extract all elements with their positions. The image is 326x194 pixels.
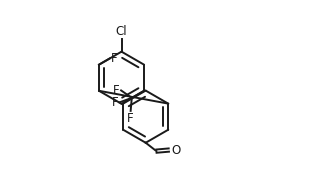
Text: O: O <box>171 144 180 157</box>
Text: F: F <box>111 96 118 109</box>
Text: F: F <box>113 84 120 97</box>
Text: Cl: Cl <box>116 25 127 38</box>
Text: F: F <box>111 52 118 65</box>
Text: F: F <box>127 112 134 125</box>
